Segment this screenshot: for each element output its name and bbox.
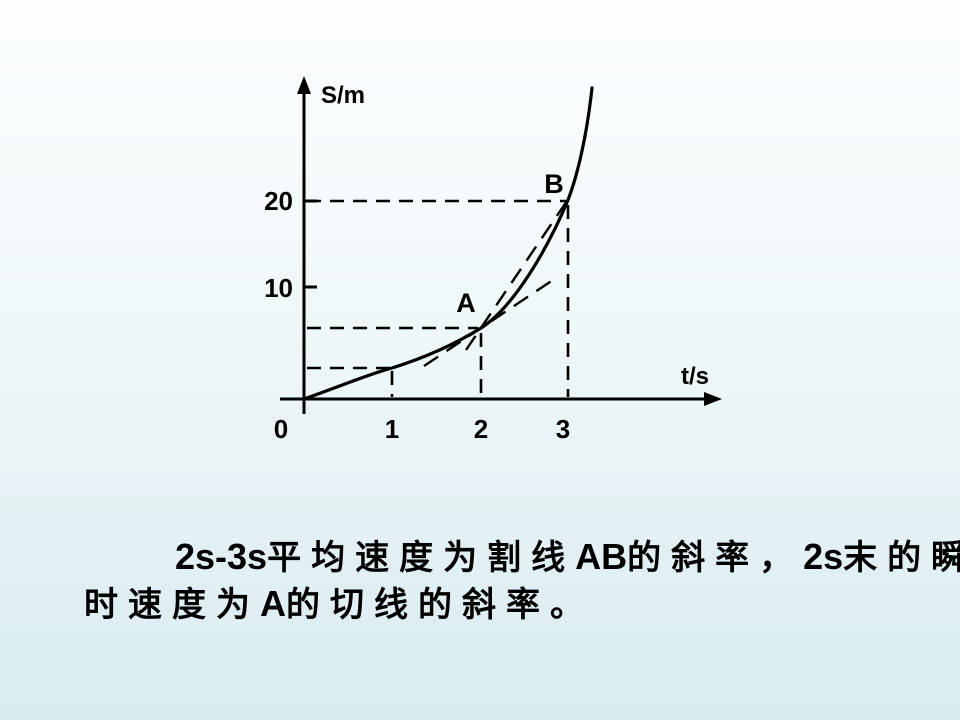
distance-time-curve [302, 86, 594, 401]
caption-seg: 时速度为 [84, 585, 260, 625]
caption-seg: 2s-3s [175, 536, 268, 577]
caption-seg: 的切线的斜率。 [286, 585, 594, 625]
y-axis-arrow-icon [297, 76, 311, 94]
secant-line-AB [465, 194, 572, 351]
x-tick-label-0: 0 [274, 414, 288, 444]
x-tick-label-3: 3 [556, 414, 570, 444]
y-tick-label-10: 10 [264, 273, 293, 303]
caption-line-1: 2s-3s平均速度为割线AB的斜率，2s末的瞬 [84, 534, 960, 581]
caption-seg: AB [575, 536, 628, 577]
point-label-B: B [544, 169, 564, 199]
y-tick-label-20: 20 [264, 186, 293, 216]
st-graph: S/m t/s 20 10 0 1 2 3 A B [264, 76, 722, 444]
x-axis-label: t/s [681, 363, 709, 390]
caption-seg: 2s [803, 536, 844, 577]
caption-text: 2s-3s平均速度为割线AB的斜率，2s末的瞬 时速度为A的切线的斜率。 [84, 534, 960, 628]
y-axis-label: S/m [321, 82, 365, 109]
caption-seg: 末的瞬 [843, 538, 960, 578]
caption-line-2: 时速度为A的切线的斜率。 [84, 581, 960, 628]
point-label-A: A [456, 288, 476, 318]
caption-seg: A [260, 583, 286, 624]
caption-seg: 的斜率， [627, 538, 804, 578]
caption-seg: 平均速度为割线 [267, 538, 576, 578]
x-tick-label-2: 2 [474, 414, 488, 444]
x-axis-arrow-icon [704, 392, 722, 406]
x-tick-label-1: 1 [385, 414, 399, 444]
